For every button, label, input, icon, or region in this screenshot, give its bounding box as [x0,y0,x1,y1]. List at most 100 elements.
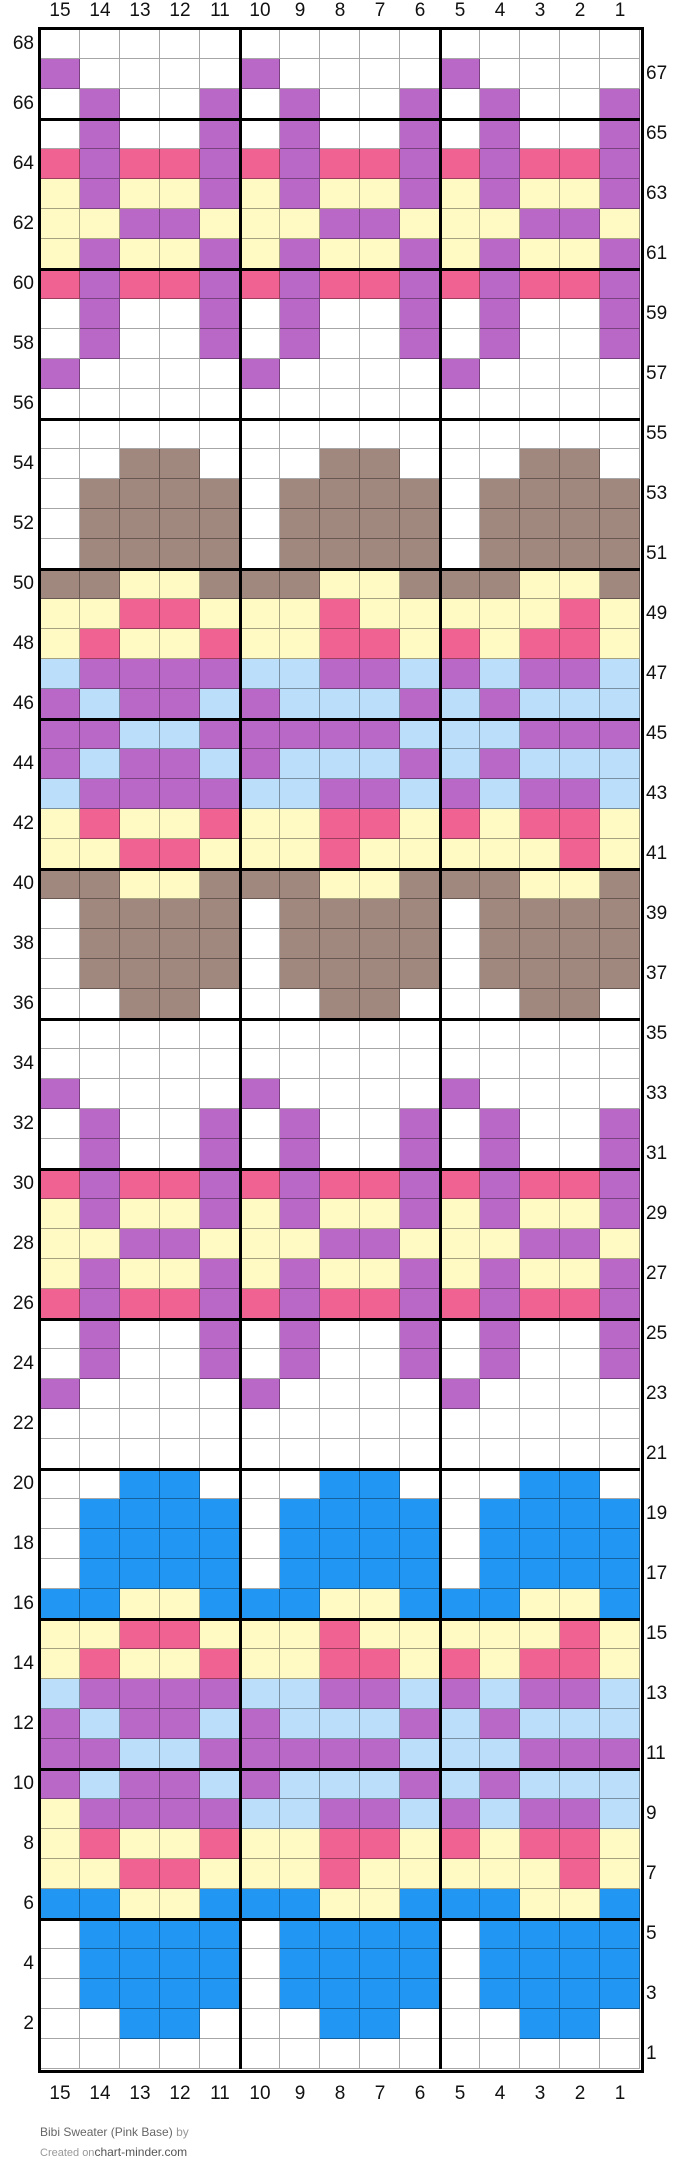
chart-cell-r61-c7 [360,239,400,269]
chart-cell-r18-c4 [480,1529,520,1559]
chart-cell-r22-c7 [360,1409,400,1439]
chart-cell-r30-c11 [200,1169,240,1199]
chart-cell-r54-c14 [80,449,120,479]
chart-cell-r47-c9 [280,659,320,689]
chart-cell-r60-c14 [80,269,120,299]
chart-cell-r20-c14 [80,1469,120,1499]
chart-cell-r53-c10 [240,479,280,509]
chart-cell-r22-c3 [520,1409,560,1439]
chart-cell-r31-c13 [120,1139,160,1169]
chart-cell-r67-c11 [200,59,240,89]
column-number-label: 12 [169,0,191,21]
chart-cell-r68-c8 [320,29,360,59]
chart-cell-r36-c14 [80,989,120,1019]
chart-cell-r57-c12 [160,359,200,389]
chart-cell-r51-c4 [480,539,520,569]
chart-cell-r23-c3 [520,1379,560,1409]
chart-cell-r28-c6 [400,1229,440,1259]
row-number-label: 6 [23,1893,34,1914]
chart-cell-r64-c12 [160,149,200,179]
chart-cell-r25-c3 [520,1319,560,1349]
chart-cell-r22-c10 [240,1409,280,1439]
chart-cell-r33-c2 [560,1079,600,1109]
chart-cell-r26-c15 [40,1289,80,1319]
chart-cell-r27-c11 [200,1259,240,1289]
chart-cell-r25-c15 [40,1319,80,1349]
chart-cell-r55-c11 [200,419,240,449]
chart-cell-r17-c11 [200,1559,240,1589]
chart-cell-r34-c15 [40,1049,80,1079]
chart-cell-r36-c1 [600,989,640,1019]
chart-cell-r18-c8 [320,1529,360,1559]
chart-cell-r26-c1 [600,1289,640,1319]
chart-title: Bibi Sweater (Pink Base) [40,2125,173,2139]
site-link[interactable]: chart-minder.com [94,2145,188,2159]
chart-cell-r51-c6 [400,539,440,569]
chart-cell-r38-c13 [120,929,160,959]
chart-cell-r20-c7 [360,1469,400,1499]
chart-cell-r28-c9 [280,1229,320,1259]
row-number-label: 14 [12,1653,34,1674]
chart-cell-r57-c6 [400,359,440,389]
chart-cell-r61-c4 [480,239,520,269]
chart-cell-r40-c11 [200,869,240,899]
chart-cell-r34-c3 [520,1049,560,1079]
knitting-chart-grid [38,27,644,2073]
chart-cell-r65-c6 [400,119,440,149]
chart-cell-r41-c5 [440,839,480,869]
chart-cell-r19-c8 [320,1499,360,1529]
chart-cell-r43-c12 [160,779,200,809]
chart-cell-r63-c1 [600,179,640,209]
chart-cell-r43-c2 [560,779,600,809]
chart-cell-r54-c15 [40,449,80,479]
chart-cell-r63-c14 [80,179,120,209]
chart-cell-r32-c11 [200,1109,240,1139]
chart-cell-r24-c10 [240,1349,280,1379]
chart-cell-r23-c9 [280,1379,320,1409]
chart-cell-r54-c2 [560,449,600,479]
chart-cell-r67-c7 [360,59,400,89]
row-number-label: 48 [12,633,34,654]
chart-cell-r47-c4 [480,659,520,689]
chart-cell-r39-c10 [240,899,280,929]
chart-cell-r53-c2 [560,479,600,509]
row-number-label: 16 [12,1593,34,1614]
chart-cell-r20-c4 [480,1469,520,1499]
chart-cell-r25-c9 [280,1319,320,1349]
chart-cell-r20-c15 [40,1469,80,1499]
column-number-label: 9 [294,2083,306,2104]
chart-cell-r19-c14 [80,1499,120,1529]
chart-cell-r40-c5 [440,869,480,899]
chart-cell-r68-c6 [400,29,440,59]
chart-cell-r48-c11 [200,629,240,659]
chart-cell-r64-c7 [360,149,400,179]
chart-cell-r34-c14 [80,1049,120,1079]
chart-cell-r56-c10 [240,389,280,419]
chart-cell-r50-c13 [120,569,160,599]
chart-cell-r39-c5 [440,899,480,929]
chart-cell-r45-c5 [440,719,480,749]
row-number-label: 38 [12,933,34,954]
chart-cell-r51-c5 [440,539,480,569]
chart-cell-r22-c14 [80,1409,120,1439]
row-number-label: 20 [12,1473,34,1494]
chart-cell-r53-c4 [480,479,520,509]
chart-cell-r29-c5 [440,1199,480,1229]
chart-cell-r23-c1 [600,1379,640,1409]
chart-cell-r53-c3 [520,479,560,509]
chart-cell-r40-c14 [80,869,120,899]
row-number-label: 7 [646,1863,657,1884]
chart-cell-r27-c4 [480,1259,520,1289]
chart-cell-r30-c12 [160,1169,200,1199]
chart-cell-r25-c5 [440,1319,480,1349]
chart-cell-r27-c2 [560,1259,600,1289]
chart-cell-r64-c9 [280,149,320,179]
chart-cell-r20-c6 [400,1469,440,1499]
chart-cell-r19-c1 [600,1499,640,1529]
chart-cell-r29-c8 [320,1199,360,1229]
chart-cell-r21-c12 [160,1439,200,1469]
row-number-label: 64 [12,153,34,174]
chart-cell-r17-c12 [160,1559,200,1589]
chart-cell-r44-c8 [320,749,360,779]
chart-cell-r63-c3 [520,179,560,209]
